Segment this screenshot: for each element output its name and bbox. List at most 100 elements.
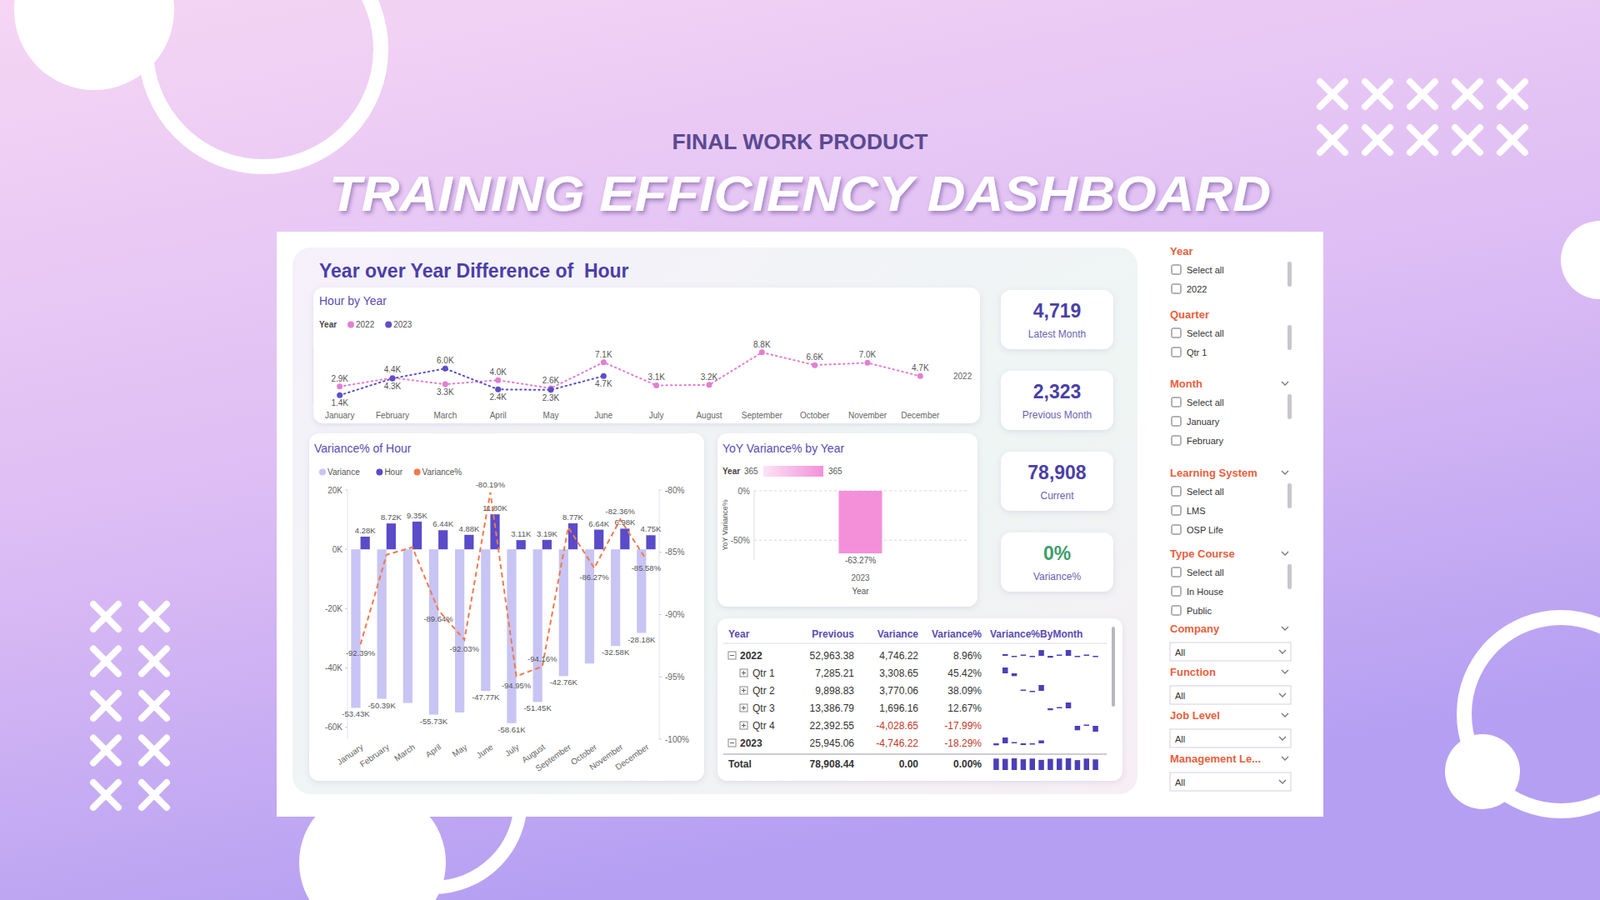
- bar: [839, 490, 883, 554]
- expand-icon[interactable]: [728, 739, 736, 747]
- checkbox[interactable]: [1171, 567, 1181, 577]
- checkbox[interactable]: [1171, 505, 1181, 515]
- card: [1000, 290, 1114, 350]
- data-label: -55.73K: [420, 716, 449, 726]
- deco-x: [93, 782, 119, 808]
- checkbox[interactable]: [1171, 265, 1181, 275]
- data-label: 6.6K: [805, 352, 824, 362]
- tick-mark: [659, 551, 662, 553]
- legend-label: Variance%: [422, 467, 463, 477]
- checkbox[interactable]: [1171, 416, 1181, 426]
- expand-icon[interactable]: [740, 704, 748, 712]
- sparkline-bar: [1084, 725, 1090, 727]
- data-label: -80.19%: [475, 480, 506, 490]
- legend-label: 365: [828, 466, 843, 476]
- data-label: -63.27%: [845, 555, 876, 565]
- data-label: 4.4K: [384, 365, 402, 375]
- deco-x: [1320, 127, 1345, 153]
- x-tick-label: April: [490, 410, 507, 420]
- x-tick-label: 2023: [850, 573, 870, 583]
- dropdown[interactable]: [1170, 685, 1291, 705]
- y-tick-label: -50%: [730, 535, 750, 545]
- dropdown[interactable]: [1170, 772, 1291, 791]
- plot: [336, 349, 924, 398]
- checkbox[interactable]: [1171, 328, 1181, 338]
- table-cell: 8.96%: [953, 650, 982, 662]
- checkbox[interactable]: [1171, 435, 1181, 445]
- legend-swatch: [319, 469, 326, 476]
- table-cell: -18.29%: [944, 737, 982, 750]
- expand-icon[interactable]: [740, 669, 748, 677]
- deco-circle: [14, 0, 175, 90]
- deco-x: [1410, 127, 1435, 153]
- x-tick-label: December: [613, 741, 651, 772]
- sparkline-bar: [1002, 654, 1009, 656]
- deco-x: [1410, 127, 1435, 153]
- checkbox[interactable]: [1171, 605, 1181, 615]
- point: [442, 365, 449, 372]
- checkbox[interactable]: [1171, 486, 1181, 496]
- legend-title: Year: [722, 466, 740, 476]
- checkbox[interactable]: [1171, 525, 1181, 535]
- expand-icon[interactable]: [740, 721, 748, 730]
- deco-circle: [1560, 220, 1600, 300]
- slicer-title: Month: [1170, 377, 1203, 390]
- table-cell: Qtr 3: [752, 702, 775, 715]
- color-scale: [763, 465, 824, 477]
- y-tick-label: -40K: [325, 663, 343, 673]
- deco-x: [1455, 81, 1480, 107]
- kpi-label: Latest Month: [1028, 328, 1086, 340]
- y2-tick-label: -90%: [665, 610, 685, 620]
- y-axis-title: YoY Variance%: [720, 499, 730, 550]
- slicer-title: Company: [1170, 622, 1220, 635]
- bar: [455, 549, 465, 713]
- dashboard-title: Year over Year Difference of Hour: [319, 260, 630, 282]
- x-tick-label: July: [649, 410, 665, 420]
- expand-icon[interactable]: [740, 686, 748, 695]
- deco-x: [1320, 81, 1345, 107]
- deco-x: [93, 649, 119, 675]
- dropdown-value: All: [1175, 777, 1185, 788]
- dropdown[interactable]: [1170, 729, 1291, 748]
- point: [600, 359, 607, 365]
- data-label: 3.19K: [536, 529, 558, 539]
- expand-icon[interactable]: [728, 651, 736, 660]
- data-label: 3.1K: [647, 372, 665, 382]
- series-line: [340, 368, 605, 395]
- chevron: [1281, 551, 1289, 555]
- sparkline-bar: [1011, 758, 1018, 770]
- table-total: 78,908.44: [810, 758, 855, 770]
- scrollbar: [1111, 626, 1115, 707]
- dropdown[interactable]: [1170, 642, 1291, 661]
- point: [759, 349, 765, 355]
- table-cell: 2023: [740, 737, 763, 750]
- tick-mark: [659, 676, 662, 678]
- data-label: -28.18K: [627, 635, 656, 645]
- sparkline-bar: [1092, 759, 1099, 770]
- sparkline-bar: [1065, 702, 1072, 709]
- sparkline-bar: [1020, 655, 1027, 657]
- y-tick-label: 0%: [738, 486, 751, 496]
- point: [548, 386, 555, 393]
- deco-x: [1455, 127, 1480, 153]
- bar: [568, 523, 578, 550]
- checkbox[interactable]: [1171, 397, 1181, 407]
- data-label: -92.03%: [450, 644, 480, 654]
- bar: [429, 549, 439, 715]
- checkbox[interactable]: [1171, 284, 1181, 294]
- deco-x: [141, 604, 167, 630]
- axis-line: [313, 348, 315, 404]
- header-rule: [723, 643, 1107, 645]
- column-header: Variance: [877, 628, 920, 640]
- checkbox[interactable]: [1171, 586, 1181, 596]
- point: [442, 381, 449, 388]
- checkbox[interactable]: [1171, 347, 1181, 357]
- sparkline-bar: [1056, 758, 1063, 770]
- sparkline-bar: [1056, 707, 1063, 710]
- card: [1000, 532, 1114, 592]
- sparkline-bar: [1011, 655, 1018, 658]
- x-tick-label: September: [741, 410, 784, 420]
- slicer-option: January: [1186, 416, 1220, 427]
- series-line: [340, 352, 921, 389]
- legend-label: Hour: [384, 467, 403, 477]
